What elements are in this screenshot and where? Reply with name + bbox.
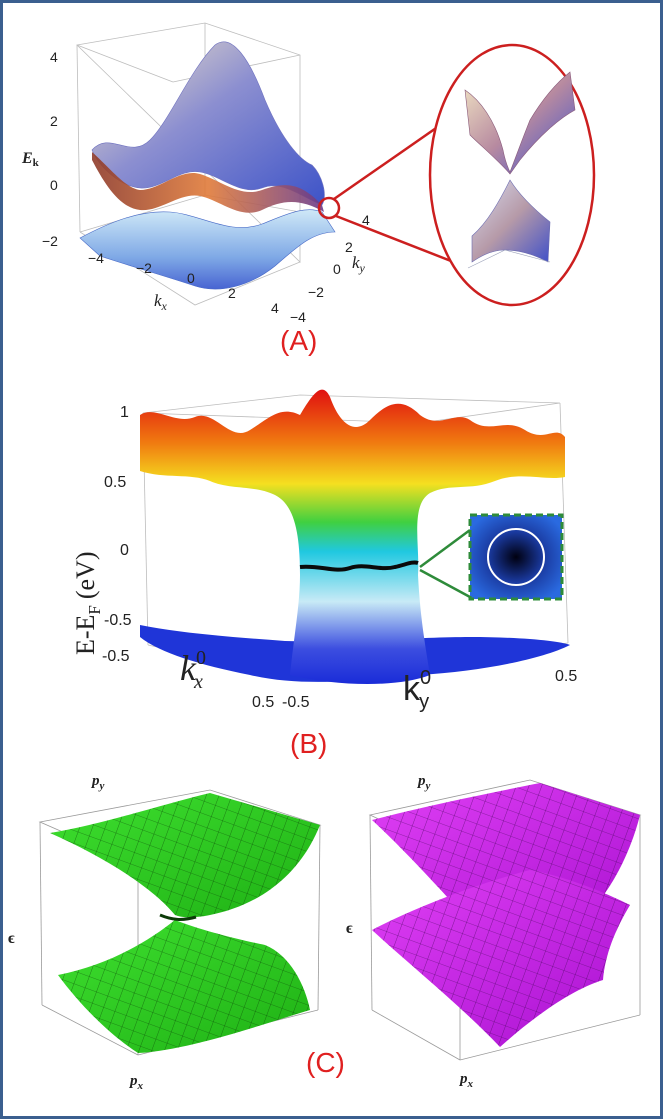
panel-a-y-tick-4: −4 [290, 309, 306, 325]
panel-c-right-py-label: py [416, 773, 431, 792]
panel-b-z-axis-label: E-EF(eV) [71, 551, 104, 655]
panel-a-z-tick-1: 2 [50, 113, 58, 129]
panel-a-y-tick-1: 2 [345, 239, 353, 255]
panel-a-lower-band [79, 209, 336, 290]
panel-a-y-axis-label: ky [352, 253, 366, 275]
panel-a-zoom-marker [317, 196, 341, 220]
panel-c-label: (C) [306, 1047, 345, 1078]
panel-a-y-tick-0: 4 [362, 212, 370, 228]
panel-a-dirac-cone [464, 71, 576, 269]
panel-b-z-tick-3: -0.5 [104, 612, 132, 629]
panel-c-left-px-label: px [128, 1073, 144, 1092]
panel-b-x-tick-0: 0.5 [252, 694, 274, 711]
panel-a-z-axis-label: Ek [21, 150, 40, 169]
panel-a-x-tick-3: 2 [228, 285, 236, 301]
panel-c: py ϵ px py ϵ px (C) [8, 773, 642, 1092]
panel-b: 1 0.5 0 -0.5 -0.5 E-EF(eV) k0 x 0.5 -0.5 … [71, 389, 577, 759]
panel-c-left-eps-label: ϵ [8, 930, 15, 947]
panel-a-x-tick-4: 4 [271, 300, 279, 316]
panel-c-right-px-label: px [458, 1071, 474, 1090]
panel-b-z-tick-1: 0.5 [104, 474, 126, 491]
panel-a-x-tick-0: −4 [88, 250, 104, 266]
panel-b-z-tick-0: 1 [120, 404, 129, 421]
panel-a-x-tick-1: −2 [136, 260, 152, 276]
panel-a-z-tick-2: 0 [50, 177, 58, 193]
panel-a-label: (A) [280, 325, 317, 356]
panel-a-upper-band [91, 41, 325, 206]
panel-a: 4 2 0 −2 Ek −4 −2 0 2 4 kx 4 2 0 −2 −4 k… [21, 22, 596, 356]
panel-c-right-plot [368, 779, 642, 1061]
panel-b-y-axis-label: k0 y [403, 667, 431, 713]
panel-c-right-eps-label: ϵ [346, 920, 353, 937]
panel-b-z-tick-4: -0.5 [102, 648, 130, 665]
panel-c-left-py-label: py [90, 773, 105, 792]
panel-a-x-tick-2: 0 [187, 270, 195, 286]
panel-a-x-axis-label: kx [154, 291, 168, 313]
panel-b-y-tick-0: 0.5 [555, 668, 577, 685]
panel-b-x-tick-1: -0.5 [282, 694, 310, 711]
panel-b-label: (B) [290, 728, 327, 759]
panel-a-y-tick-3: −2 [308, 284, 324, 300]
panel-a-z-tick-3: −2 [42, 233, 58, 249]
panel-a-ridge [92, 152, 324, 213]
panel-b-inset [468, 513, 564, 601]
panel-b-z-tick-2: 0 [120, 542, 129, 559]
panel-b-surface [140, 389, 565, 684]
panel-b-x-axis-label: k0 x [180, 647, 206, 693]
panel-b-fermi-contour [299, 560, 419, 572]
panel-a-z-tick-0: 4 [50, 49, 58, 65]
panel-c-left-plot [38, 789, 322, 1056]
panel-a-y-tick-2: 0 [333, 261, 341, 277]
